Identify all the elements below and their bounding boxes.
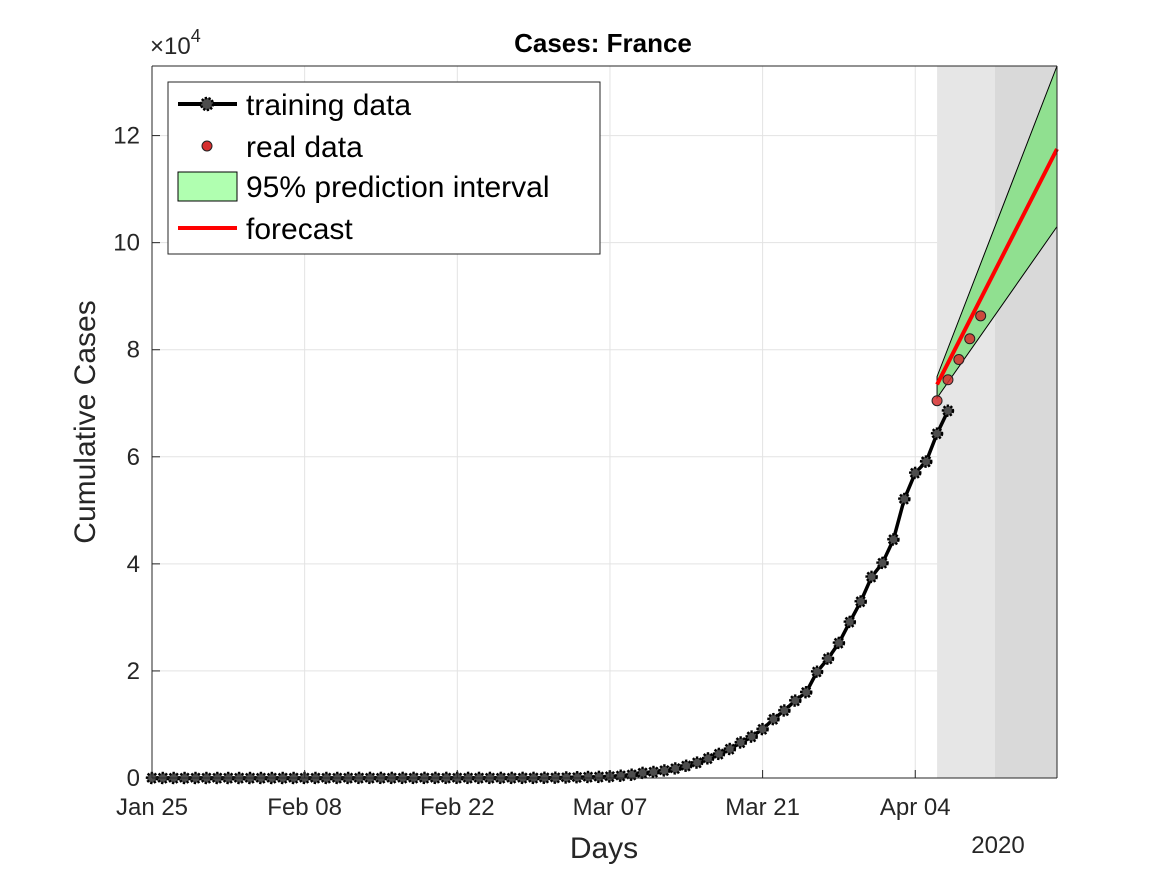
x-tick-label: Feb 22 [420,794,495,821]
legend-label-interval: 95% prediction interval [246,171,550,204]
training-data-cont--point [919,455,933,468]
y-tick-label: 0 [127,765,140,792]
x-tick-label: Mar 07 [573,794,648,821]
training-data-point [636,766,649,780]
legend-label-training: training data [246,89,411,122]
legend-item-interval: 95% prediction interval [177,171,550,204]
training-data-point [887,533,900,546]
y-tick-label: 10 [113,230,140,257]
x-tick-label: Feb 08 [267,794,342,821]
legend-item-real: real data [201,131,363,164]
y-tick-label: 8 [127,337,140,364]
real-data-point [931,395,943,407]
training-data-point [865,570,878,584]
real-data-point [964,333,976,345]
legend-interval-patch [177,171,238,202]
y-tick-label: 12 [113,123,140,150]
y-exponent-label: ×104 [150,26,201,60]
y-axis-label: Cumulative Cases [69,300,102,543]
training-data-point [669,762,682,775]
training-data-point [712,747,726,761]
x-tick-label: Mar 21 [725,794,800,821]
training-data-point [658,764,671,777]
axes: Jan 25 Feb 08 Feb 22 Mar 07 Mar 21 Apr 04 0 2 4 6… [113,65,1058,821]
year-label: 2020 [971,832,1024,859]
training-data-point [778,704,791,717]
real-data-point [942,374,954,386]
training-data-point [876,556,889,570]
real-data-point [953,354,965,366]
legend-training-marker [199,96,215,112]
legend-item-training: training data [178,89,411,122]
training-data-point [799,685,813,699]
legend-label-real: real data [246,131,363,164]
legend-real-marker [201,140,213,152]
training-data-point [745,730,758,743]
training-data-point [614,769,628,782]
training-data-point [810,665,824,678]
chart-title: Cases: France [514,28,692,58]
x-tick-label: Jan 25 [116,794,188,821]
training-data-cont--point [941,404,955,417]
training-data-point [647,765,660,779]
training-data-point [723,742,737,756]
training-data-point [821,652,835,665]
forecast-shaded-region-0 [937,66,995,778]
training-data-point [570,771,584,784]
training-data-point [560,771,573,784]
legend-label-forecast: forecast [246,213,353,246]
y-tick-label: 6 [127,444,140,471]
training-data-point [625,768,639,781]
forecast-line [935,148,1059,386]
legend: training data real data 95% prediction i… [167,81,601,255]
legend-box [167,81,601,255]
y-tick-label: 2 [127,658,140,685]
y-exponent-base: ×10 [150,33,191,60]
training-data-point [690,756,704,769]
training-data-point [734,736,748,749]
legend-item-forecast: forecast [178,213,353,246]
training-data-point [854,595,867,608]
real-data-point [975,310,987,322]
x-axis-label: Days [570,832,638,865]
training-data-point [581,770,595,784]
training-data-point [592,770,606,784]
training-data-point [898,492,911,506]
training-data-point [756,722,769,736]
x-tick-label: Apr 04 [880,794,951,821]
y-tick-label: 4 [127,551,140,578]
training-data-point [789,694,802,707]
y-exponent-power: 4 [191,26,201,46]
training-data-point [909,466,922,480]
training-data-point [832,636,846,650]
training-data-point [701,752,715,765]
training-data-point [843,615,857,629]
training-data-point [680,759,693,773]
training-data-cont--point [930,427,944,440]
training-data-point [767,712,780,726]
